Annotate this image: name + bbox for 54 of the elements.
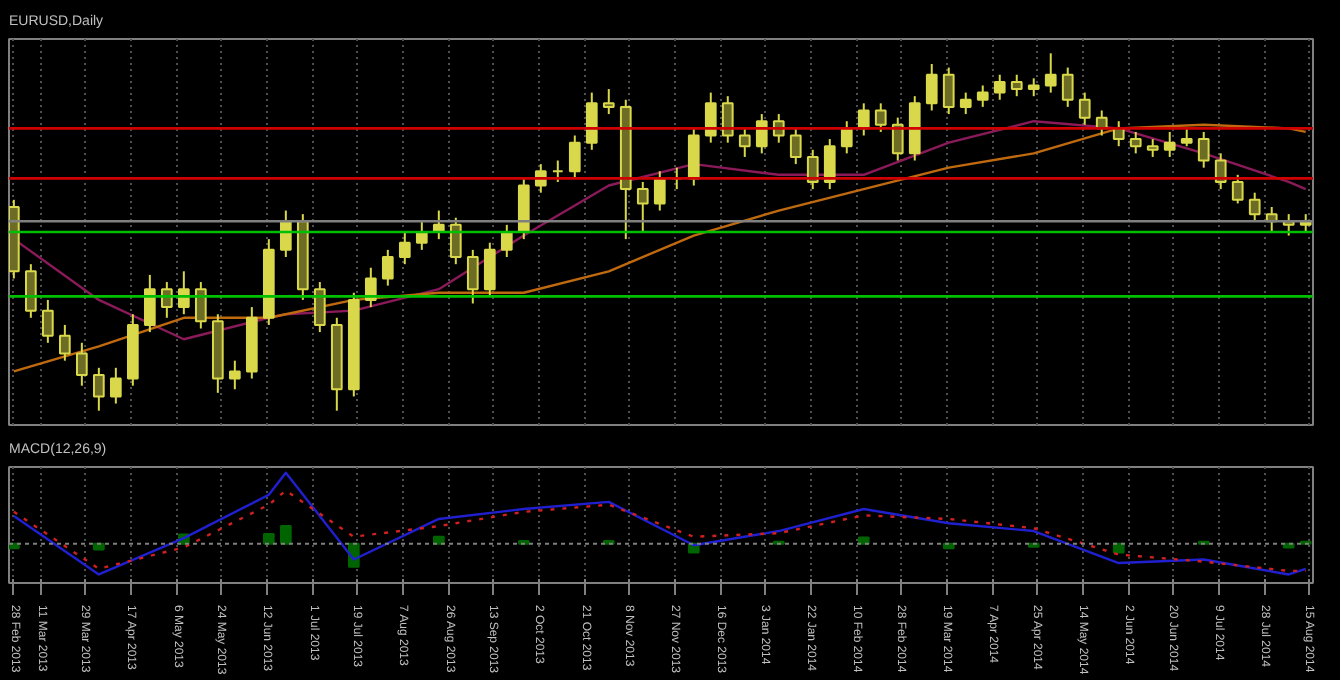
candlestick (1061, 66, 1074, 108)
candlestick (993, 73, 1006, 101)
candlestick (1078, 91, 1091, 126)
candlestick (381, 248, 394, 287)
candlestick (194, 281, 207, 330)
candlestick (364, 266, 377, 309)
candlestick (58, 323, 71, 362)
candlestick (687, 127, 700, 187)
candlestick (42, 298, 54, 344)
candlestick (823, 138, 836, 191)
candlestick (585, 91, 598, 151)
candlestick (1231, 173, 1244, 205)
candlestick (857, 102, 870, 137)
candlestick (92, 366, 105, 412)
candlestick (636, 180, 649, 233)
candlestick (942, 66, 955, 116)
candlestick (466, 248, 479, 305)
candlestick (1163, 130, 1176, 158)
candlestick (1197, 130, 1210, 169)
candlestick (976, 84, 989, 108)
candlestick (789, 127, 802, 166)
candlestick (1044, 52, 1057, 94)
candlestick (1248, 191, 1261, 223)
candlestick (228, 359, 241, 391)
candlestick (721, 95, 734, 144)
candlestick (874, 102, 887, 133)
candlestick (1129, 130, 1142, 155)
candlestick (738, 127, 751, 158)
bar (279, 525, 292, 545)
candlestick (653, 170, 666, 212)
candlestick (75, 341, 88, 387)
candlestick (415, 220, 428, 251)
bar (262, 532, 275, 545)
candlestick (313, 281, 326, 334)
candlestick (109, 366, 122, 405)
candlestick (925, 63, 938, 112)
candlestick (959, 91, 972, 116)
candlestick (517, 177, 530, 241)
candlestick (500, 223, 513, 259)
candlestick (483, 241, 496, 298)
candlestick (891, 116, 904, 162)
bar (92, 542, 105, 551)
candlestick (602, 88, 615, 116)
candlestick (551, 159, 564, 183)
candlestick (755, 113, 768, 155)
candlestick (143, 273, 156, 334)
candlestick (449, 216, 462, 266)
candlestick (568, 134, 581, 180)
candlestick (25, 263, 37, 319)
candlestick (704, 91, 717, 144)
candlestick (1010, 73, 1023, 98)
bar (857, 536, 870, 545)
candlestick (398, 231, 411, 266)
candlestick (806, 148, 819, 191)
